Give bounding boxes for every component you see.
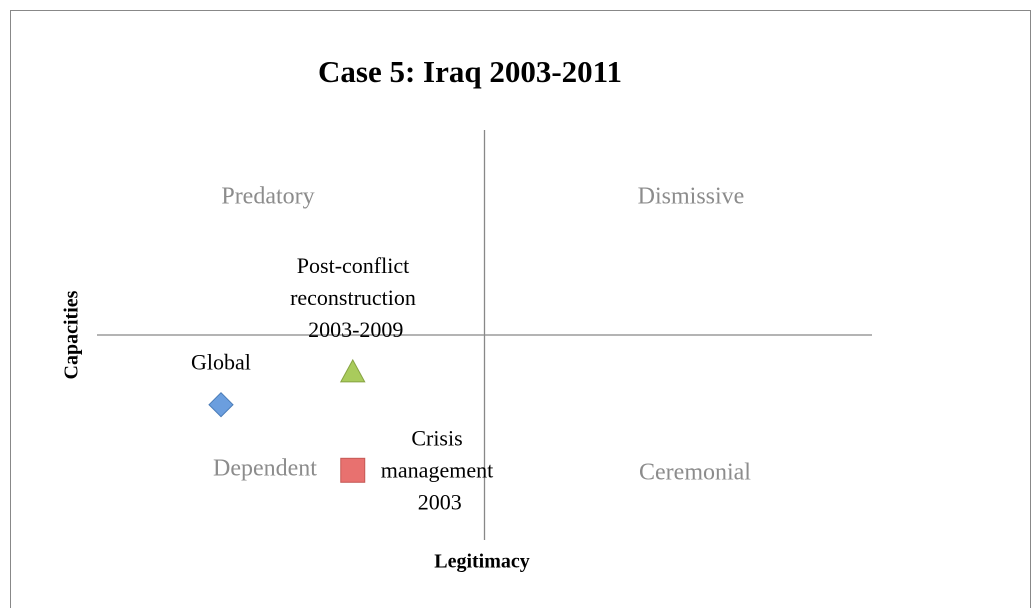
quadrant-label: Ceremonial: [639, 460, 751, 486]
chart-frame: [10, 10, 1031, 608]
y-axis-title: Capacities: [61, 290, 83, 379]
data-label: Post-conflict reconstruction 2003-2009: [290, 253, 421, 342]
point: [339, 358, 366, 383]
point: [340, 457, 366, 483]
chart-title: Case 5: Iraq 2003-2011: [318, 54, 622, 89]
point: [208, 391, 234, 418]
x-axis-title: Legitimacy: [434, 551, 530, 573]
quadrant-label: Dismissive: [638, 184, 745, 210]
quadrant-label: Predatory: [221, 184, 314, 210]
data-label: Crisis management 2003: [381, 425, 499, 514]
quadrant-label: Dependent: [213, 456, 317, 482]
data-label: Global: [191, 350, 251, 375]
